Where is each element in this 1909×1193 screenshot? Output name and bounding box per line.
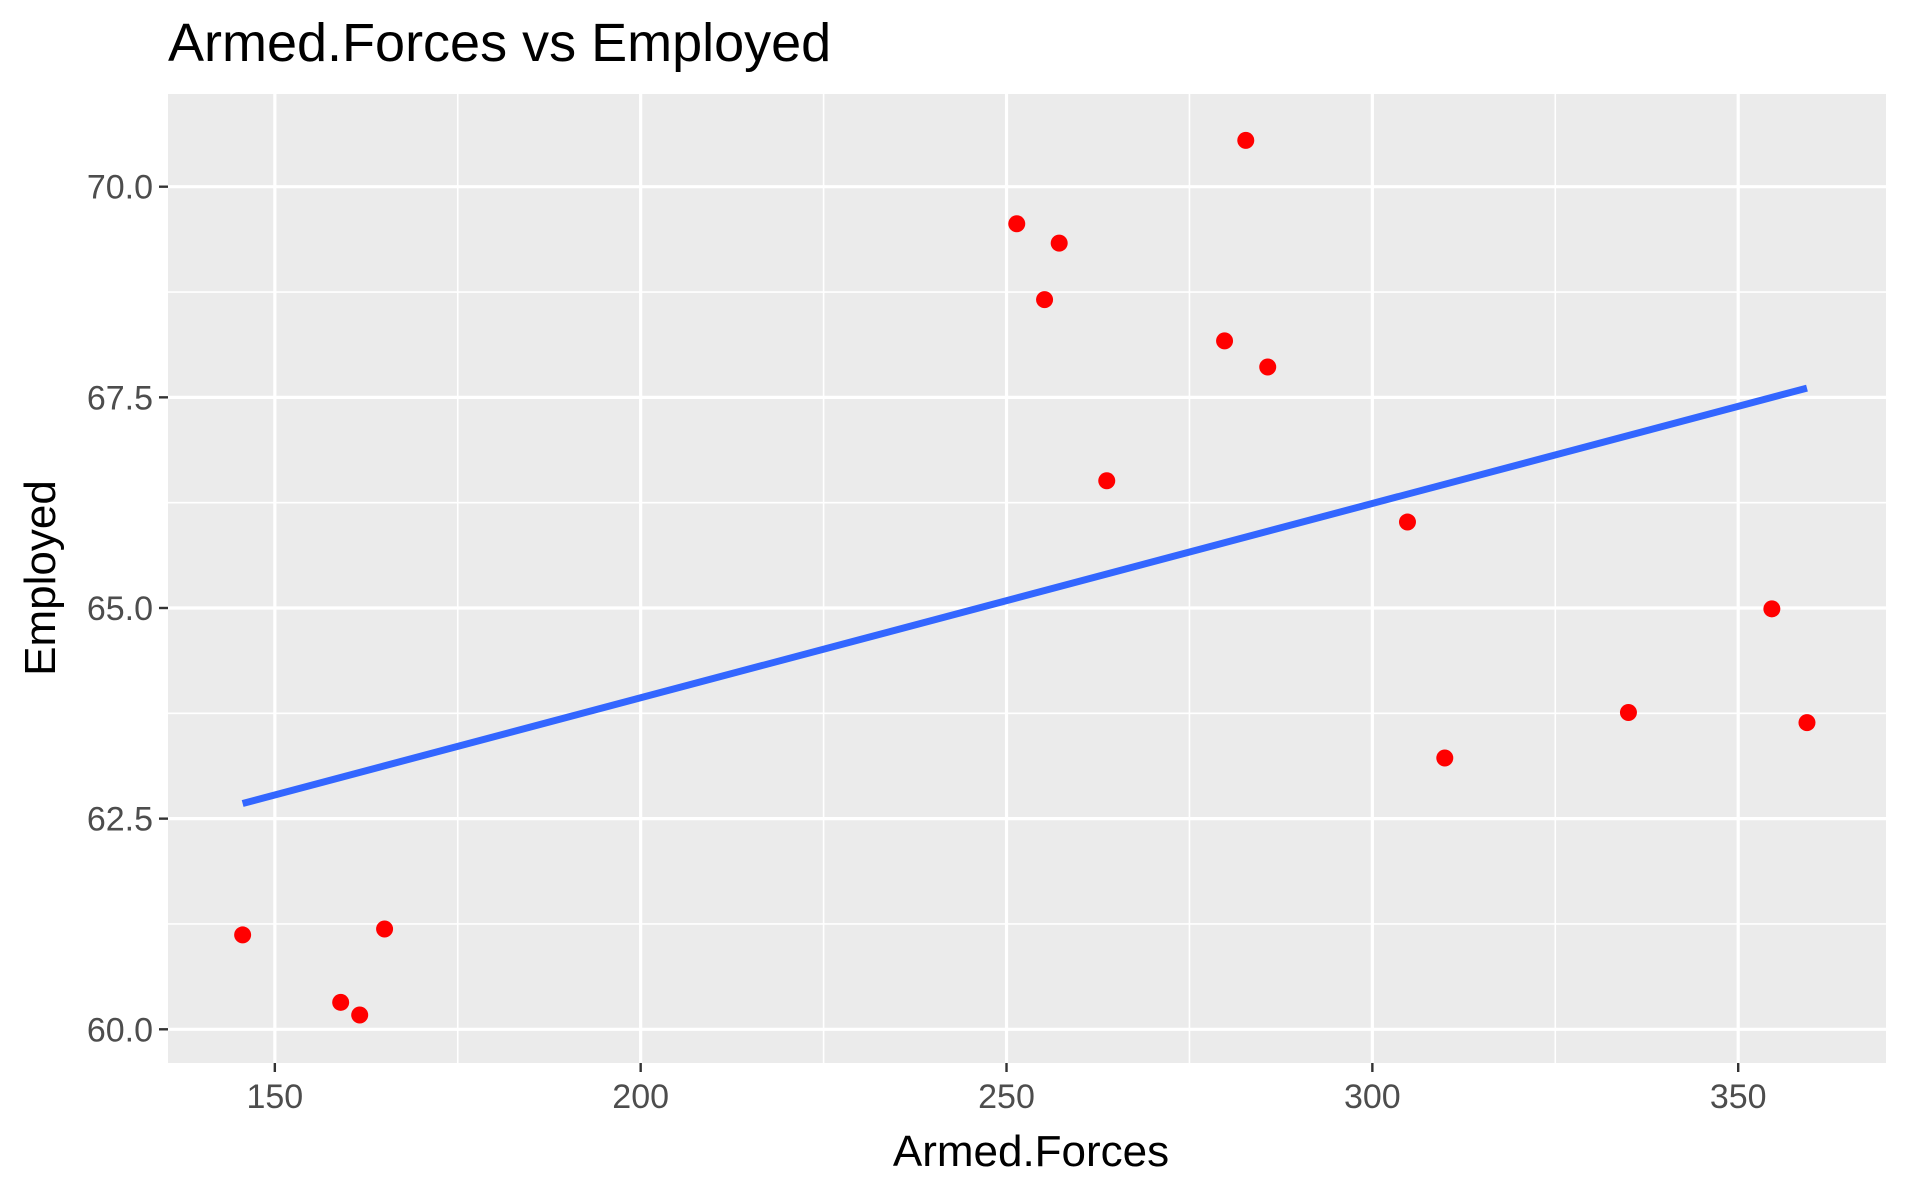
data-point — [1098, 472, 1116, 490]
data-point — [1619, 703, 1637, 721]
y-tick-label: 60.0 — [87, 1011, 153, 1049]
data-point — [1398, 513, 1416, 531]
y-axis: 60.0 62.5 65.0 67.5 70.0 — [87, 169, 168, 1049]
x-axis-title: Armed.Forces — [893, 1127, 1169, 1176]
data-point — [1008, 215, 1026, 233]
major-gridlines — [168, 94, 1886, 1063]
fit-line — [241, 384, 1808, 807]
chart-title: Armed.Forces vs Employed — [168, 13, 831, 73]
data-point — [1036, 291, 1054, 309]
y-tick-label: 62.5 — [87, 801, 153, 839]
data-point — [1763, 600, 1781, 618]
y-tick-label: 70.0 — [87, 169, 153, 207]
data-point — [1259, 358, 1277, 376]
y-tick-label: 65.0 — [87, 590, 153, 628]
data-point — [1050, 234, 1068, 252]
points-layer — [234, 131, 1816, 1024]
data-point — [332, 993, 350, 1011]
x-tick-label: 200 — [612, 1078, 669, 1116]
data-point — [1436, 749, 1454, 767]
x-tick-label: 300 — [1344, 1078, 1401, 1116]
data-point — [1237, 131, 1255, 149]
x-tick-label: 350 — [1710, 1078, 1767, 1116]
x-axis: 150 200 250 300 350 — [246, 1063, 1767, 1116]
data-point — [351, 1006, 369, 1024]
y-axis-title: Employed — [16, 480, 65, 676]
data-point — [376, 920, 394, 938]
data-point — [1798, 714, 1816, 732]
plot-panel — [168, 94, 1886, 1063]
fit-line-layer — [241, 384, 1808, 807]
minor-gridlines — [168, 94, 1886, 1063]
x-tick-label: 250 — [978, 1078, 1035, 1116]
x-tick-label: 150 — [246, 1078, 303, 1116]
data-point — [1216, 332, 1234, 350]
y-tick-label: 67.5 — [87, 379, 153, 417]
data-point — [234, 926, 252, 944]
